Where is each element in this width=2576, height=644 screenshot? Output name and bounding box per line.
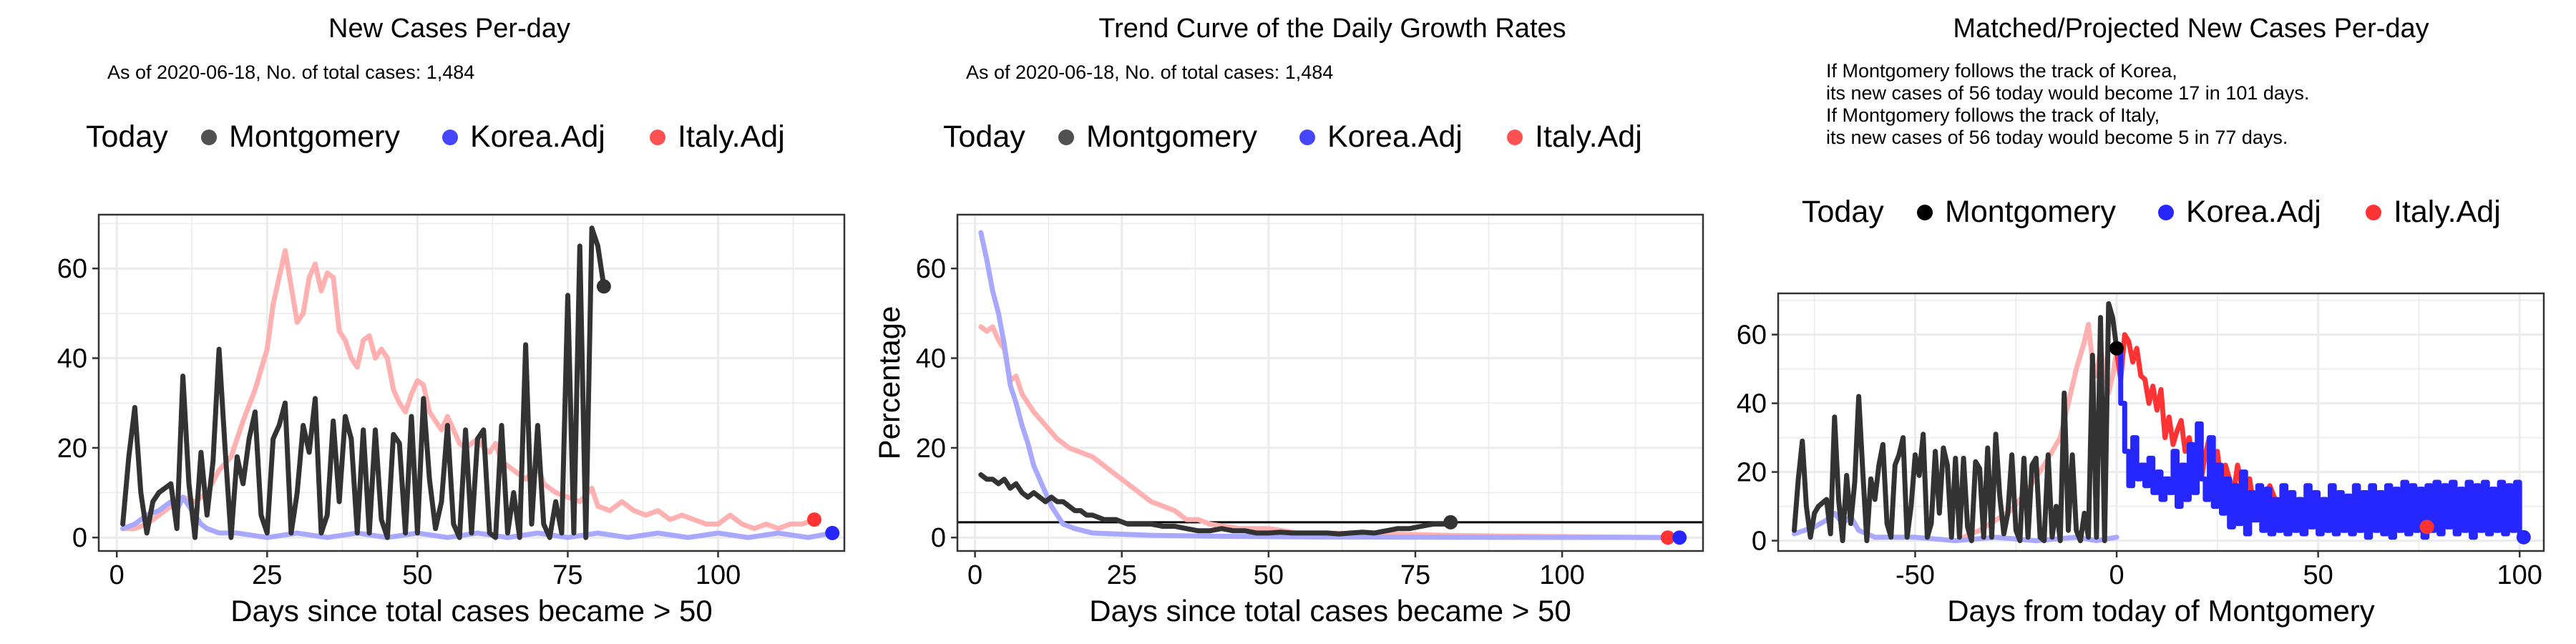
series-line-italy-adj (120, 248, 817, 532)
series-group-1 (120, 225, 835, 540)
plot-border-3 (1777, 292, 2545, 552)
y-axis-title-2: Percentage (872, 306, 906, 460)
legend-label-montgomery-1: Montgomery (229, 119, 400, 154)
today-point-montgomery (596, 279, 611, 294)
chart-title-2: Trend Curve of the Daily Growth Rates (1098, 14, 1566, 44)
y-tick-label: 0 (1752, 527, 1767, 557)
x-tick-label: 0 (109, 560, 125, 590)
x-tick-label: 50 (2303, 560, 2333, 590)
today-point-italy-adj (1660, 530, 1675, 545)
legend-key-korea-3 (2158, 205, 2174, 220)
chart-title-3: Matched/Projected New Cases Per-day (1953, 14, 2429, 44)
x-tick-label: 100 (696, 560, 741, 590)
x-tick-label: -50 (1896, 560, 1935, 590)
legend-label-korea-1: Korea.Adj (470, 119, 605, 154)
chart-subtitle-line-3: If Montgomery follows the track of Italy… (1826, 104, 2160, 126)
x-tick-label: 75 (552, 560, 582, 590)
series-group-2 (978, 230, 1682, 540)
today-point-italy-adj (806, 512, 821, 527)
series-line-montgomery (120, 225, 607, 540)
y-tick-label: 20 (916, 434, 946, 464)
series-group-3 (1792, 301, 2527, 544)
chart-subtitle-line-2: its new cases of 56 today would become 1… (1826, 82, 2309, 104)
legend-key-montgomery-2 (1058, 130, 1074, 145)
today-point-korea-adj (825, 525, 840, 540)
x-axis-title-1: Days since total cases became > 50 (230, 594, 713, 628)
chart-title-1: New Cases Per-day (328, 14, 570, 44)
legend-key-korea-2 (1299, 130, 1315, 145)
y-tick-label: 60 (57, 254, 87, 284)
legend-key-italy-1 (650, 130, 665, 145)
y-tick-label: 40 (1737, 389, 1767, 419)
x-tick-label: 50 (402, 560, 432, 590)
x-tick-label: 100 (2497, 560, 2542, 590)
chart-subtitle-line-4: its new cases of 56 today would become 5… (1826, 127, 2288, 148)
x-tick-label: 0 (2109, 560, 2124, 590)
today-point-korea-adj-projection (2516, 530, 2531, 545)
y-tick-label: 60 (916, 254, 946, 284)
x-tick-label: 100 (1539, 560, 1584, 590)
legend-label-korea-2: Korea.Adj (1327, 119, 1463, 154)
x-tick-label: 75 (1400, 560, 1430, 590)
x-tick-label: 25 (1107, 560, 1137, 590)
y-tick-label: 0 (72, 523, 87, 553)
x-axis-title-3: Days from today of Montgomery (1947, 594, 2375, 628)
series-line-montgomery (978, 472, 1453, 537)
y-tick-label: 20 (57, 434, 87, 464)
legend-label-today-3: Today (1802, 195, 1884, 229)
y-tick-label: 20 (1737, 458, 1767, 488)
x-axis-title-2: Days since total cases became > 50 (1089, 594, 1571, 628)
legend-label-montgomery-3: Montgomery (1945, 195, 2116, 229)
legend-label-today-1: Today (86, 119, 168, 154)
legend-key-korea-1 (442, 130, 458, 145)
legend-label-italy-2: Italy.Adj (1535, 119, 1642, 154)
legend-key-montgomery-3 (1917, 205, 1933, 220)
legend-label-montgomery-2: Montgomery (1086, 119, 1257, 154)
series-line-montgomery (1792, 301, 2119, 544)
x-tick-label: 25 (252, 560, 282, 590)
legend-label-italy-1: Italy.Adj (678, 119, 785, 154)
x-tick-label: 50 (1254, 560, 1284, 590)
series-line-korea-adj (978, 230, 1682, 540)
today-point-montgomery (1443, 514, 1458, 530)
legend-key-italy-2 (1507, 130, 1523, 145)
y-tick-label: 40 (57, 344, 87, 374)
plot-border-1 (97, 213, 846, 552)
plot-border-2 (956, 213, 1704, 552)
today-point-italy-adj-projection (2419, 519, 2434, 535)
series-line-korea-adj-projection (2114, 346, 2527, 540)
legend-key-italy-3 (2366, 205, 2381, 220)
legend-label-italy-3: Italy.Adj (2394, 195, 2501, 229)
legend-key-montgomery-1 (201, 130, 217, 145)
chart-subtitle-2: As of 2020-06-18, No. of total cases: 1,… (966, 62, 1333, 83)
today-point-montgomery (2109, 341, 2124, 356)
plot-panel-2 (957, 215, 1703, 551)
legend-label-korea-3: Korea.Adj (2186, 195, 2321, 229)
today-point-korea-adj (1672, 530, 1687, 545)
y-tick-label: 40 (916, 344, 946, 374)
chart-subtitle-line-1: If Montgomery follows the track of Korea… (1826, 60, 2177, 82)
y-tick-label: 60 (1737, 321, 1767, 351)
x-tick-label: 0 (967, 560, 982, 590)
legend-label-today-2: Today (943, 119, 1025, 154)
chart-subtitle-1: As of 2020-06-18, No. of total cases: 1,… (107, 62, 474, 83)
y-tick-label: 0 (931, 523, 946, 553)
